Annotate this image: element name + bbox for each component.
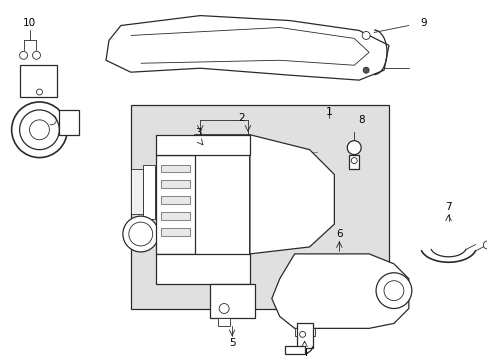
Circle shape (20, 110, 59, 150)
Circle shape (128, 222, 152, 246)
Polygon shape (154, 170, 166, 214)
Polygon shape (190, 165, 202, 219)
Bar (348, 154, 359, 168)
Polygon shape (271, 254, 408, 328)
Polygon shape (131, 170, 142, 214)
Bar (160, 228, 190, 236)
Circle shape (346, 141, 361, 154)
Circle shape (20, 51, 27, 59)
Circle shape (375, 273, 411, 309)
Text: 1: 1 (325, 107, 332, 117)
Text: 5: 5 (228, 338, 235, 348)
Circle shape (299, 331, 305, 337)
Circle shape (482, 241, 488, 249)
Circle shape (219, 303, 229, 314)
Circle shape (383, 281, 403, 301)
Text: 4: 4 (301, 348, 307, 358)
Polygon shape (142, 165, 154, 219)
Text: 10: 10 (23, 18, 36, 27)
Bar (160, 212, 190, 220)
Bar (155, 254, 249, 284)
Polygon shape (249, 135, 334, 254)
Text: 7: 7 (445, 202, 451, 212)
Circle shape (363, 67, 368, 73)
Bar (160, 196, 190, 204)
Bar (296, 323, 312, 348)
Text: 3: 3 (195, 128, 201, 138)
Text: 6: 6 (335, 229, 342, 239)
Bar (59, 110, 79, 135)
Bar (218, 319, 230, 327)
Bar (155, 154, 195, 254)
Bar (210, 284, 254, 319)
Bar (20, 65, 57, 97)
Text: 9: 9 (420, 18, 426, 27)
Polygon shape (166, 165, 178, 219)
Polygon shape (131, 105, 388, 309)
Circle shape (32, 51, 41, 59)
Bar (195, 135, 249, 274)
Circle shape (37, 89, 42, 95)
Text: 8: 8 (357, 115, 364, 125)
Circle shape (350, 158, 356, 163)
Text: 2: 2 (238, 113, 245, 123)
Polygon shape (106, 15, 388, 80)
Circle shape (122, 216, 158, 252)
Bar (294, 328, 314, 336)
Polygon shape (178, 170, 190, 214)
Polygon shape (155, 135, 249, 154)
Bar (284, 346, 304, 354)
Circle shape (12, 102, 67, 158)
Circle shape (29, 120, 49, 140)
Circle shape (362, 31, 369, 39)
Bar (160, 165, 190, 172)
Bar (160, 180, 190, 188)
